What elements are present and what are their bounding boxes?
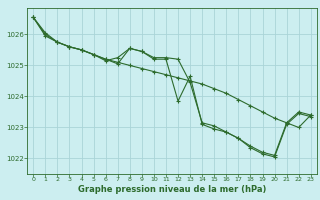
X-axis label: Graphe pression niveau de la mer (hPa): Graphe pression niveau de la mer (hPa)	[78, 185, 266, 194]
